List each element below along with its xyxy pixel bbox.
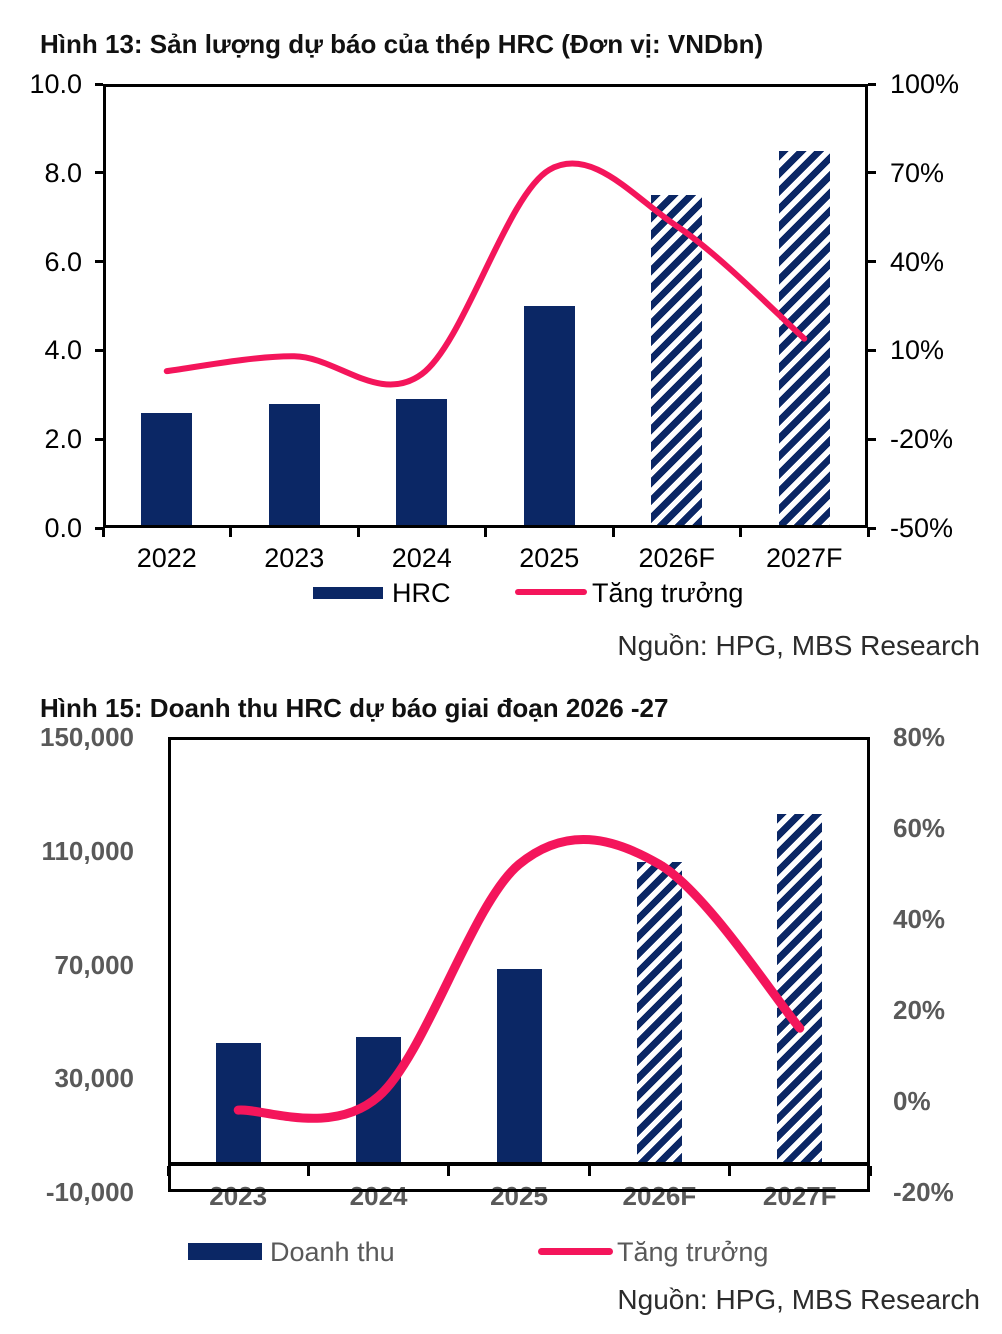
chart1-legend-line-swatch (515, 589, 587, 595)
chart2-left-axis-label: -10,000 (45, 1177, 134, 1207)
chart1-legend-bar-label: HRC (392, 578, 451, 608)
chart1-x-axis-label-2026F: 2026F (638, 543, 716, 573)
chart2-zero-axis-tick (306, 1165, 310, 1176)
chart2-legend-line-swatch (538, 1248, 613, 1255)
chart2-bar-2027F (777, 813, 823, 1164)
chart1-right-axis-tick (868, 82, 876, 86)
chart1-right-axis-label: 10% (890, 335, 945, 366)
chart2-bar-2026F (636, 862, 682, 1164)
chart1-bar-2022 (141, 412, 193, 528)
chart1-right-axis-label: -50% (890, 513, 954, 543)
chart1-x-axis-label-2024: 2024 (391, 543, 452, 573)
chart2-zero-axis-tick (447, 1165, 451, 1176)
chart1-x-axis-tick (484, 528, 487, 537)
chart2-left-axis-label: 150,000 (40, 722, 134, 752)
chart2-zero-axis-tick (587, 1165, 591, 1176)
chart1-x-axis-tick (739, 528, 742, 537)
chart2-right-axis-label: 40% (893, 904, 946, 934)
chart1-x-axis-tick (101, 528, 105, 537)
chart1-left-axis-tick (95, 437, 103, 441)
chart1-left-axis-label: 10.0 (29, 69, 82, 99)
chart1-bar-2023 (268, 403, 320, 528)
chart1-right-axis-tick (868, 437, 876, 441)
chart2-right-axis-label: -20% (893, 1177, 954, 1207)
chart1-title: Hình 13: Sản lượng dự báo của thép HRC (… (40, 28, 764, 59)
chart2-left-axis-label: 30,000 (54, 1063, 134, 1094)
chart2-x-axis-label-2023: 2023 (209, 1181, 268, 1211)
chart2-x-axis-label-2024: 2024 (349, 1181, 408, 1211)
chart2-growth-line-path (233, 834, 805, 1123)
chart1-legend-line-label: Tăng trưởng (592, 578, 744, 608)
chart2-legend-bar-label: Doanh thu (270, 1237, 395, 1267)
chart1-bar-2025 (523, 306, 575, 528)
chart2-left-axis-label: 70,000 (54, 949, 134, 980)
chart1-growth-line (163, 160, 808, 388)
chart1-right-axis-tick (868, 171, 876, 175)
chart1-left-axis-tick (95, 171, 103, 175)
chart1-right-axis-tick (868, 526, 876, 530)
chart2-title: Hình 15: Doanh thu HRC dự báo giai đoạn … (40, 692, 669, 723)
chart1-bar-2026F (651, 195, 703, 528)
chart1-left-axis-label: 6.0 (44, 246, 82, 277)
chart2-x-axis-label-2025: 2025 (490, 1181, 548, 1211)
chart2-x-axis-label-2026F: 2026F (622, 1181, 697, 1211)
chart1-x-axis-label-2025: 2025 (519, 543, 580, 573)
chart1-left-axis-label: 4.0 (44, 335, 82, 366)
chart2-legend-bar-swatch (188, 1243, 262, 1260)
chart2-growth-line (233, 834, 805, 1123)
chart1-x-axis-tick (356, 528, 360, 537)
chart2-right-axis-label: 60% (893, 813, 946, 843)
chart2-right-axis-label: 20% (893, 995, 946, 1025)
chart1-left-axis-label: 0.0 (44, 513, 82, 543)
chart2-zero-axis-line (168, 1161, 870, 1166)
chart1-growth-line-path (163, 160, 808, 388)
chart1-legend-bar-swatch (313, 587, 383, 599)
chart2-bar-2023 (215, 1042, 261, 1164)
chart1-x-axis-label-2027F: 2027F (765, 543, 843, 573)
chart2-plot-area (166, 737, 872, 1192)
chart1-left-axis-tick (95, 526, 103, 530)
chart1-left-axis-tick (95, 260, 103, 264)
chart2-zero-axis-tick (728, 1165, 732, 1176)
chart1-right-axis-tick (868, 260, 876, 264)
chart1-x-axis-tick (611, 528, 615, 537)
chart2-bar-2025 (496, 968, 542, 1164)
chart1-right-axis-label: 70% (890, 157, 945, 188)
chart2-zero-axis-tick (868, 1165, 872, 1176)
chart1-x-axis-tick (866, 528, 870, 537)
chart1-plot-area (103, 84, 868, 528)
chart2-legend-line-label: Tăng trưởng (617, 1237, 769, 1267)
chart1-left-axis-label: 8.0 (44, 157, 82, 188)
chart2-left-axis-label: 110,000 (41, 835, 134, 866)
chart1-x-axis-tick (229, 528, 232, 537)
chart1-x-axis-label-2023: 2023 (264, 543, 325, 573)
chart1-left-axis-label: 2.0 (44, 424, 82, 455)
chart2-source: Nguồn: HPG, MBS Research (617, 1284, 980, 1315)
chart1-x-axis-label-2022: 2022 (136, 543, 197, 573)
chart2-x-axis-label-2027F: 2027F (762, 1181, 837, 1211)
chart2-right-axis-label: 0% (893, 1086, 931, 1116)
chart1-source: Nguồn: HPG, MBS Research (617, 630, 980, 661)
chart1-left-axis-tick (95, 82, 103, 86)
chart1-right-axis-tick (868, 348, 876, 352)
chart1-left-axis-tick (95, 348, 103, 352)
chart1-right-axis-label: -20% (890, 424, 954, 455)
chart1-right-axis-label: 100% (890, 69, 960, 99)
chart1-right-axis-label: 40% (890, 246, 945, 277)
chart2-right-axis-label: 80% (893, 722, 946, 752)
chart1-bar-2024 (396, 399, 448, 528)
